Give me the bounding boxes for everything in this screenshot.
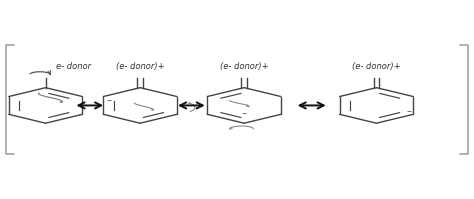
Text: –: – xyxy=(107,96,111,105)
Text: (e- donor)+: (e- donor)+ xyxy=(352,62,401,71)
Text: e- donor: e- donor xyxy=(56,62,91,71)
Text: (e- donor)+: (e- donor)+ xyxy=(116,62,164,71)
Text: (e- donor)+: (e- donor)+ xyxy=(220,62,268,71)
Text: –: – xyxy=(406,106,411,116)
Text: –: – xyxy=(242,108,246,118)
